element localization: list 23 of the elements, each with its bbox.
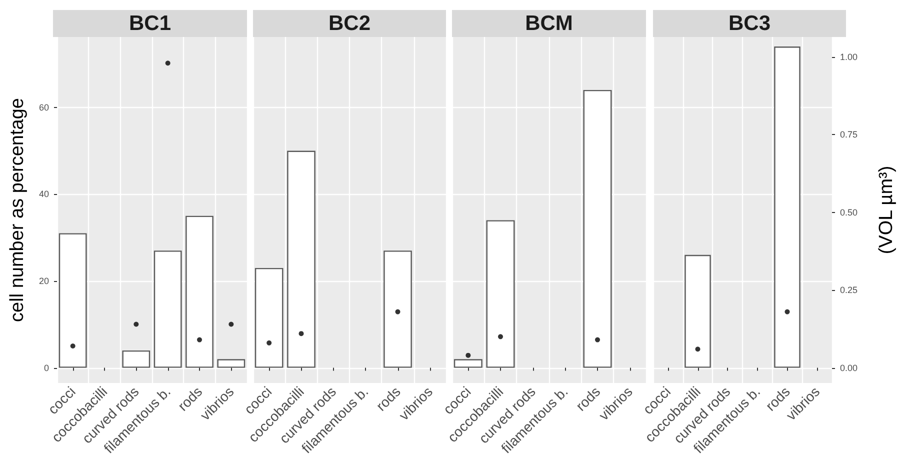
y2-tick-label: 0.00 [840,362,858,373]
chart-title: BC2 [253,10,446,37]
chart-title: BCM [452,10,646,37]
point [165,60,170,66]
y-axis-title: cell number as percentage [7,98,28,322]
x-tick-label: rods [174,383,206,414]
point [197,337,202,342]
point [228,322,234,327]
y2-tick-label: 0.25 [840,285,858,296]
point [70,344,76,349]
y2-axis-title: (VOL µm³) [876,166,897,254]
x-tick-label: rods [372,383,404,414]
y2-tick-label: 0.50 [840,207,858,218]
chart-title: BC3 [653,10,846,37]
y-tick-label: 40 [38,189,49,200]
chart-title: BC1 [53,10,247,37]
y-tick-label: 20 [38,276,49,286]
y2-tick-label: 1.00 [840,52,858,62]
y-tick-label: 0 [44,362,49,373]
x-tick-label: rods [572,383,604,414]
y2-tick-label: 0.75 [840,130,858,140]
y-tick-label: 60 [38,102,49,112]
point [134,322,139,327]
